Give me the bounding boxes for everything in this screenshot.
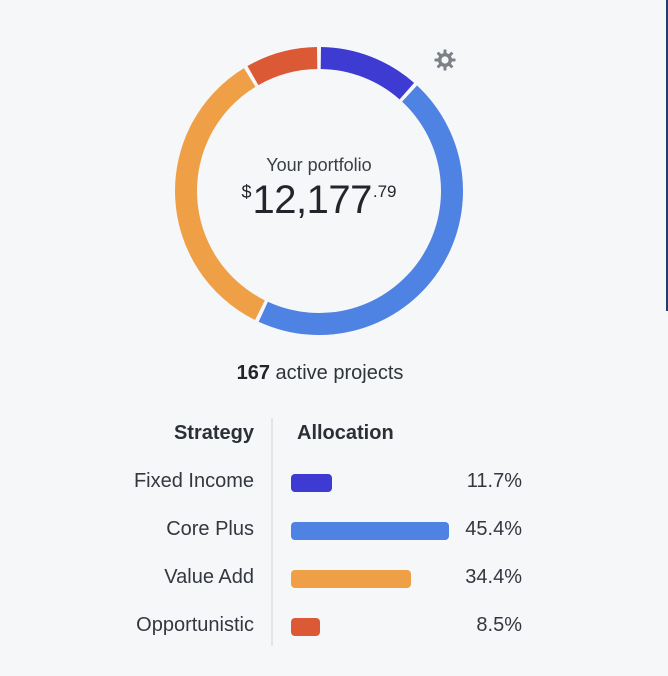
strategy-label: Value Add — [164, 566, 254, 588]
strategy-label: Core Plus — [166, 518, 254, 540]
adjacent-panel-edge — [666, 0, 668, 311]
portfolio-donut-chart: Your portfolio $ 12,177 .79 — [174, 46, 464, 336]
portfolio-amount-whole: 12,177 — [252, 177, 373, 222]
portfolio-amount-cents: .79 — [372, 181, 397, 201]
column-divider — [271, 418, 273, 646]
allocation-bar-opportunistic — [291, 618, 320, 636]
allocation-percent: 45.4% — [465, 518, 522, 540]
donut-ring — [175, 47, 463, 335]
portfolio-summary: Your portfolio $ 12,177 .79 — [174, 46, 464, 336]
strategy-column-header: Strategy — [173, 422, 254, 444]
strategy-label: Opportunistic — [136, 614, 254, 636]
portfolio-label: Your portfolio — [266, 154, 372, 175]
allocation-bar-core-plus — [291, 522, 449, 540]
strategy-label: Fixed Income — [133, 470, 254, 492]
allocation-bar-fixed-income — [291, 474, 332, 492]
active-projects-count: 167 — [236, 362, 270, 384]
allocation-column-header: Allocation — [297, 422, 394, 444]
donut-segment-value-add — [175, 68, 265, 321]
active-projects-label: active projects — [275, 362, 404, 384]
allocation-bar-value-add — [291, 570, 411, 588]
donut-segment-fixed-income — [320, 47, 415, 100]
donut-segment-opportunistic — [247, 47, 318, 86]
allocation-percent: 34.4% — [465, 566, 522, 588]
active-projects-summary: 167 active projects — [0, 362, 640, 385]
allocation-percent: 8.5% — [476, 614, 522, 636]
donut-segment-core-plus — [258, 85, 463, 335]
portfolio-value: $ 12,177 .79 — [242, 178, 397, 222]
gear-icon[interactable] — [433, 48, 457, 72]
allocation-percent: 11.7% — [466, 470, 522, 492]
currency-symbol: $ — [241, 181, 252, 202]
